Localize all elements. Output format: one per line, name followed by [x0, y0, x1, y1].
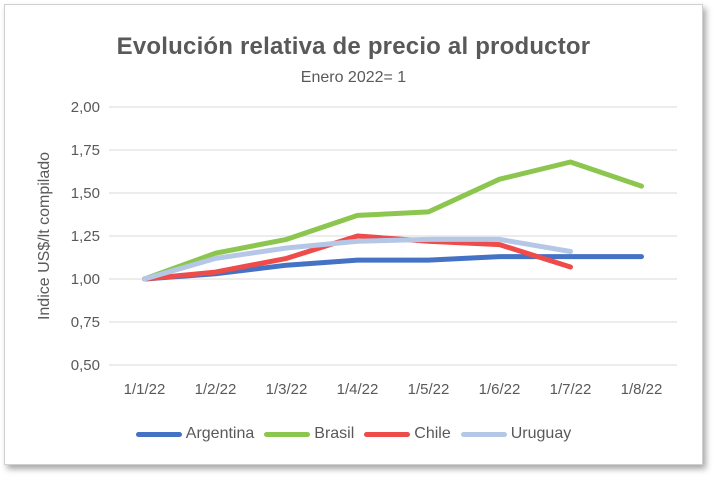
- x-tick-label: 1/5/22: [408, 381, 450, 398]
- legend-item-uruguay: Uruguay: [460, 425, 572, 443]
- legend-label: Brasil: [314, 425, 355, 442]
- y-tick-labels: 0,50 0,75 1,00 1,25 1,50 1,75 2,00: [71, 99, 100, 374]
- legend-swatch: [264, 431, 311, 437]
- x-tick-label: 1/4/22: [337, 381, 379, 398]
- legend-label: Argentina: [185, 425, 255, 442]
- x-tick-label: 1/2/22: [195, 381, 237, 398]
- series-lines: [142, 159, 644, 282]
- gridlines: [109, 106, 677, 366]
- x-tick-label: 1/1/22: [124, 381, 166, 398]
- x-tick-label: 1/8/22: [621, 381, 663, 398]
- legend-item-argentina: Argentina: [135, 425, 255, 443]
- legend-label: Uruguay: [510, 425, 572, 442]
- x-tick-label: 1/7/22: [550, 381, 592, 398]
- line-chart: 0,50 0,75 1,00 1,25 1,50 1,75 2,00 1/1/22 1/2/2…: [36, 99, 677, 398]
- legend-swatch: [364, 431, 411, 437]
- series-line-brasil: [142, 159, 644, 282]
- y-tick-label: 1,50: [71, 185, 100, 202]
- chart-title: Evolución relativa de precio al producto…: [116, 33, 591, 60]
- x-tick-labels: 1/1/22 1/2/22 1/3/22 1/4/22 1/5/22 1/6/22 1/7/…: [124, 381, 663, 398]
- legend-item-brasil: Brasil: [264, 425, 354, 443]
- chart-subtitle: Enero 2022= 1: [300, 69, 407, 86]
- legend: Argentina Brasil Chile Uruguay: [5, 425, 702, 443]
- chart-frame: Evolución relativa de precio al producto…: [4, 4, 703, 465]
- y-tick-label: 2,00: [71, 99, 100, 116]
- y-tick-label: 1,25: [71, 228, 100, 245]
- y-tick-label: 1,00: [71, 271, 100, 288]
- legend-item-chile: Chile: [364, 425, 451, 443]
- x-tick-label: 1/6/22: [479, 381, 521, 398]
- y-tick-label: 1,75: [71, 142, 100, 159]
- legend-swatch: [460, 431, 507, 437]
- y-axis-label: Indice US$/lt compilado: [36, 152, 53, 320]
- series-line-chile: [142, 233, 573, 282]
- x-tick-label: 1/3/22: [266, 381, 308, 398]
- series-line-uruguay: [142, 236, 573, 282]
- legend-swatch: [135, 431, 182, 437]
- series-line-argentina: [142, 254, 644, 282]
- legend-label: Chile: [414, 425, 451, 442]
- y-tick-label: 0,50: [71, 357, 100, 374]
- y-tick-label: 0,75: [71, 314, 100, 331]
